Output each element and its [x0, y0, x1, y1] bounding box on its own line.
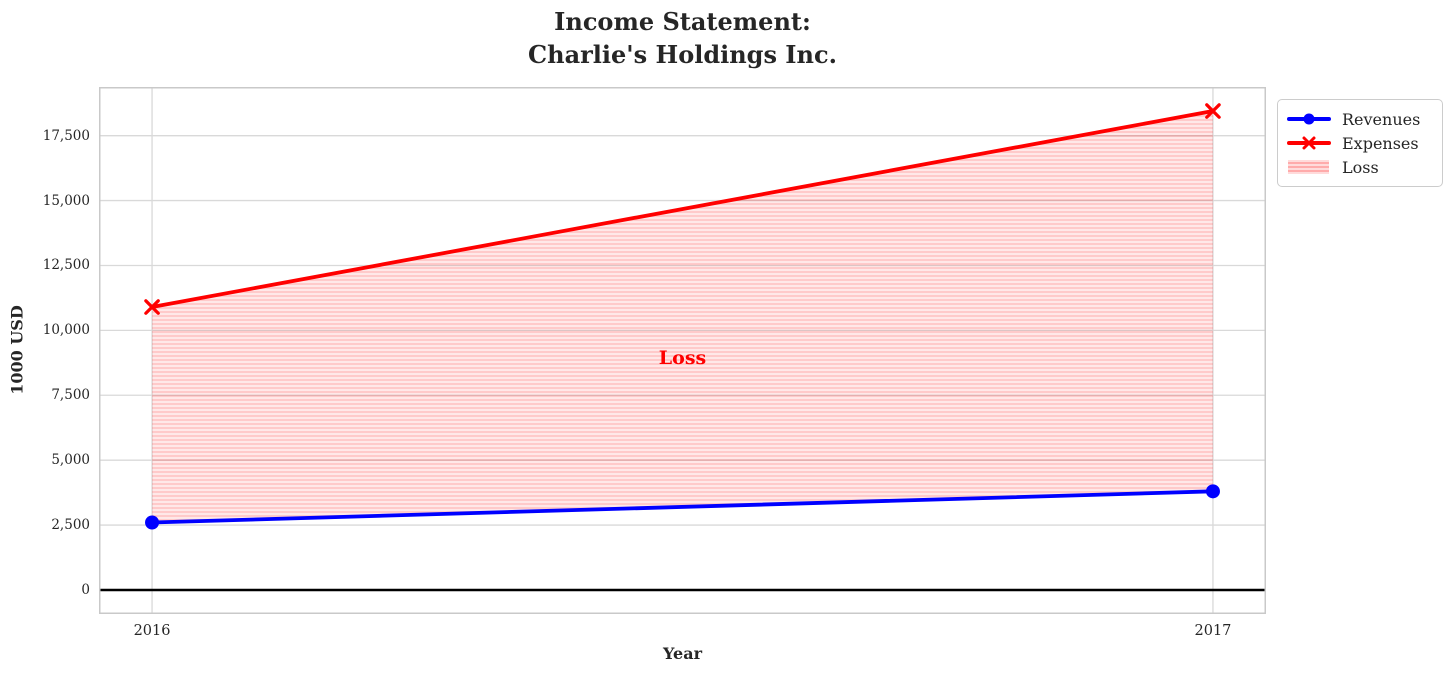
chart-title: Income Statement: Charlie's Holdings Inc…: [99, 5, 1266, 71]
revenues-marker: [145, 515, 160, 530]
legend-expenses-swatch-icon: [1287, 136, 1331, 150]
y-tick-label: 0: [81, 581, 90, 598]
x-tick-label: 2017: [1194, 623, 1232, 639]
loss-area: [152, 111, 1213, 523]
y-tick-label: 17,500: [42, 127, 90, 144]
chart-title-line1: Income Statement:: [554, 7, 811, 36]
legend-label: Revenues: [1342, 109, 1421, 129]
y-tick-label: 12,500: [42, 257, 90, 274]
y-tick-label: 7,500: [51, 387, 90, 404]
expenses-line: [150, 109, 1215, 309]
legend-item-revenues: Revenues: [1287, 110, 1433, 129]
y-tick-label: 5,000: [51, 452, 90, 469]
legend-loss-swatch-icon: [1288, 160, 1329, 174]
x-tick-label: 2016: [133, 623, 171, 639]
chart-title-line2: Charlie's Holdings Inc.: [528, 40, 837, 69]
plot-canvas: [99, 87, 1266, 614]
expenses-marker: [144, 299, 160, 315]
revenues-marker: [1205, 484, 1220, 499]
plot-area: Loss: [99, 87, 1266, 614]
loss-area-annotation: Loss: [658, 346, 707, 369]
legend-label: Expenses: [1342, 133, 1419, 153]
x-axis-label: Year: [662, 644, 702, 663]
y-tick-label: 10,000: [42, 322, 90, 339]
revenues-line: [150, 489, 1215, 525]
legend-label: Loss: [1342, 157, 1379, 177]
y-tick-label: 2,500: [51, 517, 90, 534]
expenses-marker: [1205, 103, 1221, 119]
legend-revenues-swatch-icon: [1287, 113, 1331, 125]
legend: Revenues Expenses Loss: [1277, 99, 1443, 187]
legend-item-loss: Loss: [1287, 158, 1433, 177]
legend-item-expenses: Expenses: [1287, 134, 1433, 153]
y-axis-label: 1000 USD: [7, 305, 27, 395]
y-tick-label: 15,000: [42, 192, 90, 209]
